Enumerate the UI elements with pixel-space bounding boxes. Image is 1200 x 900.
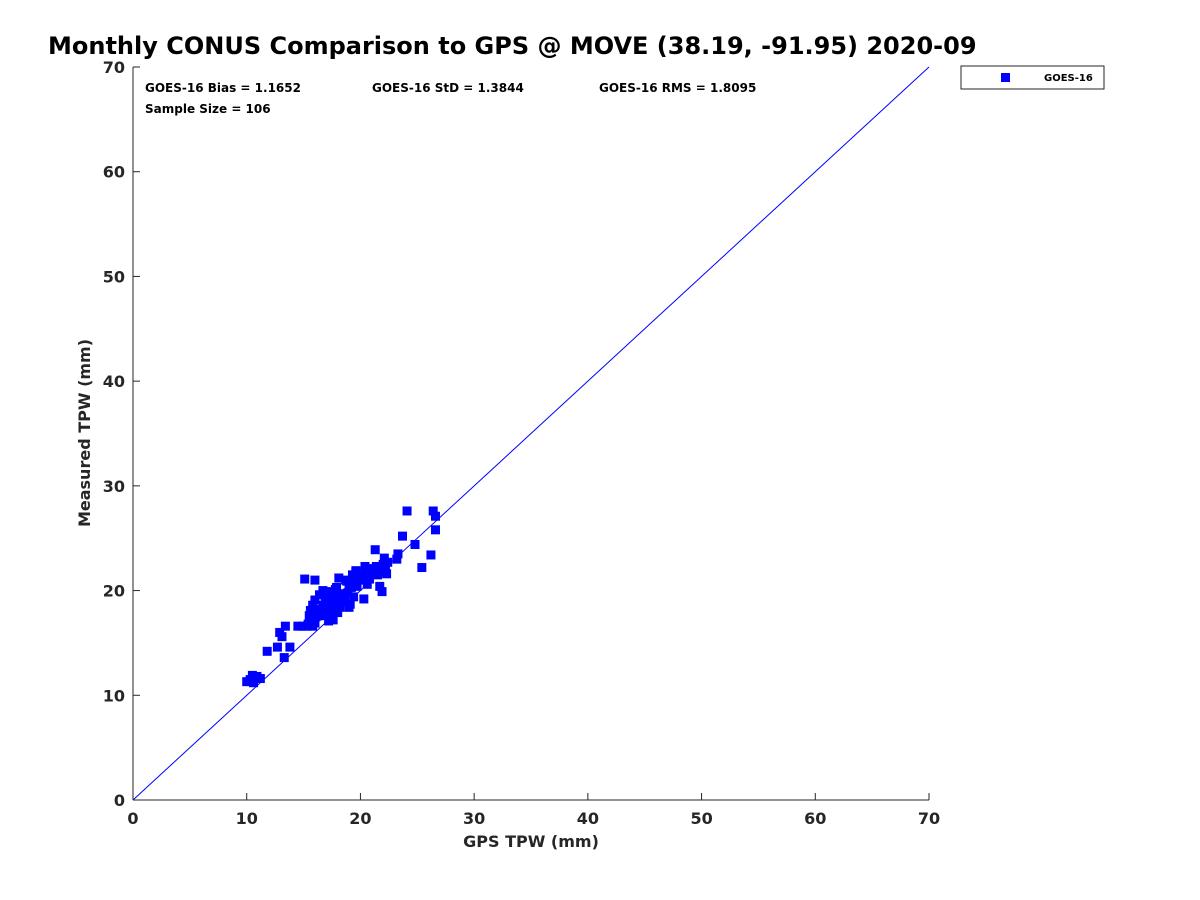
data-point — [249, 678, 259, 688]
data-point — [255, 674, 265, 684]
data-point — [383, 557, 393, 567]
y-tick-label: 10 — [103, 686, 125, 705]
data-point — [363, 565, 373, 575]
data-point — [303, 619, 313, 629]
data-point — [376, 567, 386, 577]
data-point — [380, 566, 390, 576]
data-point — [285, 642, 295, 652]
data-point — [336, 597, 346, 607]
data-point — [365, 574, 375, 584]
one-to-one-line — [132, 66, 930, 801]
data-point — [358, 567, 368, 577]
data-point — [318, 586, 328, 596]
data-point — [262, 646, 272, 656]
data-point — [370, 545, 380, 555]
data-point — [328, 615, 338, 625]
data-point — [343, 588, 353, 598]
legend-marker-goes-16 — [1001, 73, 1010, 82]
std-annotation: GOES-16 StD = 1.3844 — [372, 81, 524, 95]
data-point — [333, 608, 343, 618]
data-point — [310, 595, 320, 605]
data-point — [280, 621, 290, 631]
data-point — [359, 594, 369, 604]
data-point — [308, 600, 318, 610]
data-point — [410, 539, 420, 549]
data-point — [329, 602, 339, 612]
data-point — [428, 506, 438, 516]
x-tick-label: 40 — [577, 809, 599, 828]
data-point — [357, 573, 367, 583]
data-point — [293, 621, 303, 631]
data-point — [305, 605, 315, 615]
x-tick-label: 60 — [804, 809, 826, 828]
y-tick-label: 0 — [114, 791, 125, 810]
data-point — [328, 597, 338, 607]
bias-annotation: GOES-16 Bias = 1.1652 — [145, 81, 301, 95]
data-point — [398, 531, 408, 541]
data-point — [338, 589, 348, 599]
data-point — [300, 574, 310, 584]
legend-box — [960, 65, 1105, 90]
y-tick-label: 30 — [103, 477, 125, 496]
data-point — [393, 549, 403, 559]
data-point — [430, 525, 440, 535]
x-tick-label: 50 — [690, 809, 712, 828]
y-axis-label: Measured TPW (mm) — [75, 339, 94, 527]
sample-size-annotation: Sample Size = 106 — [145, 102, 271, 116]
legend-label-goes-16: GOES-16 — [1044, 73, 1093, 84]
x-axis-label: GPS TPW (mm) — [463, 832, 599, 851]
data-point — [311, 612, 321, 622]
data-point — [402, 506, 412, 516]
data-point — [334, 573, 344, 583]
data-points — [242, 506, 440, 688]
data-point — [324, 607, 334, 617]
data-point — [277, 632, 287, 642]
data-point — [297, 621, 307, 631]
data-point — [304, 611, 314, 621]
x-tick-label: 0 — [127, 809, 138, 828]
data-point — [324, 616, 334, 626]
reference-line-layer — [132, 66, 930, 801]
data-point — [378, 559, 388, 569]
y-tick-label: 20 — [103, 582, 125, 601]
data-point — [344, 579, 354, 589]
data-point — [377, 587, 387, 597]
data-point — [319, 609, 329, 619]
x-tick-label: 70 — [918, 809, 940, 828]
x-tick-label: 10 — [236, 809, 258, 828]
y-tick-label: 50 — [103, 267, 125, 286]
chart-title: Monthly CONUS Comparison to GPS @ MOVE (… — [48, 32, 977, 60]
data-point — [335, 602, 345, 612]
data-point — [426, 550, 436, 560]
x-axis-ticks: 0 10 20 30 40 50 60 70 — [127, 793, 940, 828]
y-tick-label: 60 — [103, 163, 125, 182]
plot-area: 0 10 20 30 40 50 60 70 0 10 20 30 40 50 60 70 — [103, 58, 940, 828]
data-point — [330, 585, 340, 595]
data-point — [430, 511, 440, 521]
data-point — [320, 594, 330, 604]
data-point — [351, 568, 361, 578]
legend: GOES-16 — [960, 65, 1105, 90]
data-point — [326, 587, 336, 597]
y-tick-label: 70 — [103, 58, 125, 77]
data-point — [392, 554, 402, 564]
x-tick-label: 20 — [349, 809, 371, 828]
data-point — [375, 581, 385, 591]
data-point — [352, 581, 362, 591]
data-point — [272, 642, 282, 652]
data-point — [279, 653, 289, 663]
data-point — [349, 592, 359, 602]
data-point — [417, 563, 427, 573]
data-point — [345, 599, 355, 609]
data-point — [310, 575, 320, 585]
y-tick-label: 40 — [103, 372, 125, 391]
rms-annotation: GOES-16 RMS = 1.8095 — [599, 81, 756, 95]
data-point — [371, 561, 381, 571]
y-axis-ticks: 0 10 20 30 40 50 60 70 — [103, 58, 140, 810]
x-tick-label: 30 — [463, 809, 485, 828]
data-point — [362, 579, 372, 589]
data-point — [247, 670, 257, 680]
